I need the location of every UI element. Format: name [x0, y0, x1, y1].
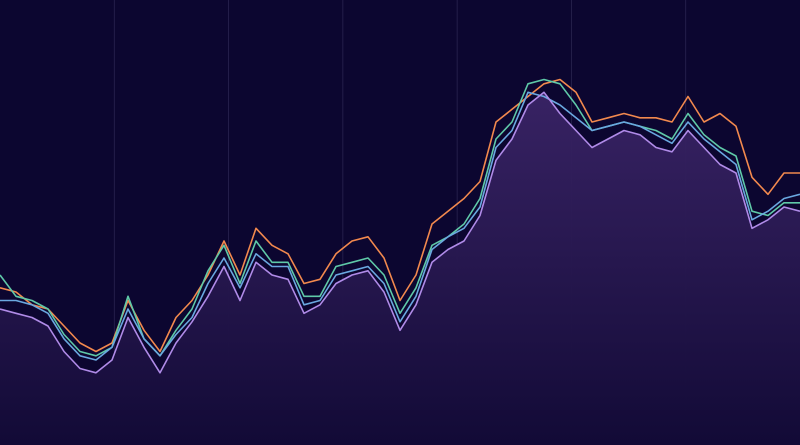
series-lines-layer [0, 78, 800, 374]
series-area-3 [0, 92, 800, 445]
series-line-3 [0, 91, 800, 374]
series-line-1 [0, 78, 800, 357]
area-fill-layer [0, 92, 800, 445]
series-line-2 [0, 91, 800, 361]
